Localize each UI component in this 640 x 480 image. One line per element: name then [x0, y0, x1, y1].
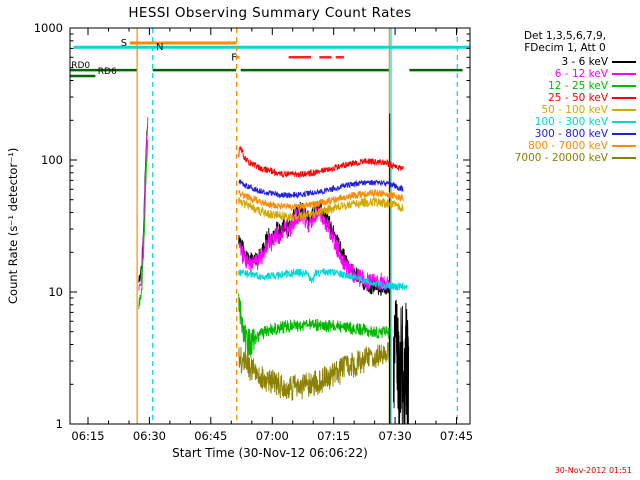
- x-tick-label: 07:30: [379, 429, 412, 443]
- x-tick-label: 06:45: [194, 429, 227, 443]
- legend-entry: 12 - 25 keV: [494, 80, 636, 92]
- legend-line-swatch: [612, 97, 636, 99]
- legend-entry: 100 - 300 keV: [494, 116, 636, 128]
- legend-entry: 3 - 6 keV: [494, 56, 636, 68]
- legend-entries: 3 - 6 keV 6 - 12 keV 12 - 25 keV 25 - 50 ke…: [494, 56, 636, 164]
- legend-entry-label: 100 - 300 keV: [534, 116, 608, 128]
- legend-entry: 50 - 100 keV: [494, 104, 636, 116]
- series-line-800-7000-keV: [238, 188, 404, 212]
- x-tick-label: 07:45: [440, 429, 473, 443]
- legend-entry: 25 - 50 keV: [494, 92, 636, 104]
- legend-line-swatch: [612, 121, 636, 123]
- series-line-25-50-keV: [238, 146, 404, 179]
- series-line-50-100-keV: [238, 197, 404, 222]
- legend-entry: 6 - 12 keV: [494, 68, 636, 80]
- y-tick-label: 10: [48, 285, 63, 299]
- y-tick-label: 1000: [34, 21, 63, 35]
- series-line-12-25-keV: [253, 318, 390, 345]
- x-tick-label: 07:00: [256, 429, 289, 443]
- flag-label-rd6: RD6: [98, 67, 117, 77]
- series-line-3-6-keV: [388, 113, 391, 425]
- x-axis-label: Start Time (30-Nov-12 06:06:22): [172, 446, 368, 460]
- flag-label-s: S: [121, 38, 127, 49]
- legend-line-swatch: [612, 133, 636, 135]
- series-line-12-25-keV: [238, 293, 255, 358]
- series-line-7000-20000-keV: [238, 342, 390, 401]
- y-tick-label: 1: [56, 417, 63, 431]
- legend-line-swatch: [612, 61, 636, 63]
- legend-entry-label: 12 - 25 keV: [548, 80, 608, 92]
- series-line-3-6-keV: [392, 299, 410, 425]
- x-tick-label: 07:15: [317, 429, 350, 443]
- flag-label-f: F: [231, 52, 237, 63]
- legend-entry-label: 50 - 100 keV: [541, 104, 608, 116]
- flag-label-rd0: RD0: [71, 61, 90, 71]
- x-tick-label: 06:30: [133, 429, 166, 443]
- legend-entry-label: 6 - 12 keV: [554, 68, 608, 80]
- legend-entry-label: 300 - 800 keV: [534, 128, 608, 140]
- legend-entry: 7000 - 20000 keV: [494, 152, 636, 164]
- timestamp: 30-Nov-2012 01:51: [554, 466, 632, 475]
- legend-entry-label: 800 - 7000 keV: [528, 140, 608, 152]
- legend-entry-label: 3 - 6 keV: [561, 56, 608, 68]
- legend-line-swatch: [612, 145, 636, 147]
- axes-box: [69, 27, 471, 425]
- y-axis-label: Count Rate (s⁻¹ detector⁻¹): [6, 147, 20, 305]
- legend: Det 1,3,5,6,7,9, FDecim 1, Att 0 3 - 6 k…: [494, 30, 636, 164]
- series-line-12-25-keV: [138, 139, 149, 310]
- series-line-6-12-keV: [138, 116, 149, 291]
- x-tick-label: 06:15: [71, 429, 104, 443]
- legend-header-detectors: Det 1,3,5,6,7,9,: [523, 30, 607, 42]
- legend-line-swatch: [612, 157, 636, 159]
- legend-entry-label: 7000 - 20000 keV: [514, 152, 608, 164]
- legend-entry-label: 25 - 50 keV: [548, 92, 608, 104]
- legend-line-swatch: [612, 109, 636, 111]
- chart-title: HESSI Observing Summary Count Rates: [128, 5, 412, 21]
- legend-entry: 300 - 800 keV: [494, 128, 636, 140]
- legend-line-swatch: [612, 73, 636, 75]
- y-tick-label: 100: [41, 153, 63, 167]
- legend-entry: 800 - 7000 keV: [494, 140, 636, 152]
- series-line-300-800-keV: [238, 179, 404, 199]
- series-line-100-300-keV: [238, 267, 408, 291]
- legend-line-swatch: [612, 85, 636, 87]
- flag-label-n: N: [156, 42, 163, 53]
- legend-header-decim: FDecim 1, Att 0: [524, 42, 606, 54]
